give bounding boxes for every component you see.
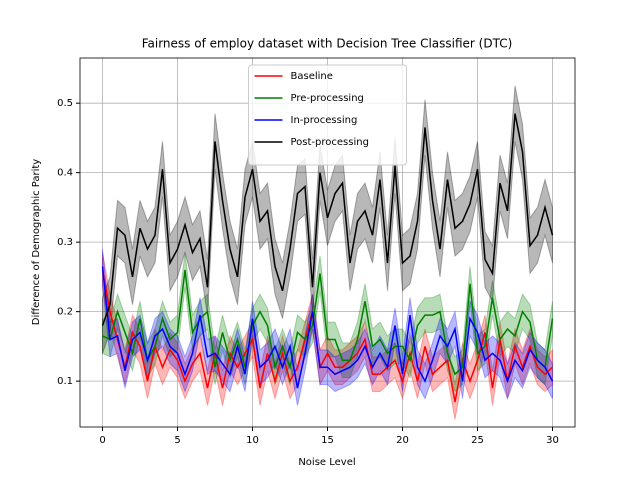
x-tick-label: 0 [99,435,105,446]
y-axis-label: Difference of Demographic Parity [31,159,42,326]
x-tick-label: 10 [246,435,259,446]
x-tick-label: 30 [546,435,559,446]
y-tick-label: 0.4 [57,168,73,179]
y-tick-label: 0.1 [57,376,73,387]
series-line [101,269,554,403]
series-line [101,113,554,326]
x-tick-label: 15 [321,435,334,446]
x-tick-label: 25 [471,435,484,446]
y-tick-label: 0.3 [57,237,73,248]
y-tick-label: 0.5 [57,98,73,109]
legend-label: Pre-processing [291,93,364,104]
chart-title: Fairness of employ dataset with Decision… [142,37,513,51]
plot-frame [79,57,576,428]
legend-box [248,64,407,166]
legend-label: Post-processing [291,137,369,148]
legend-label: In-processing [291,115,358,126]
x-axis-label: Noise Level [298,457,355,468]
series-line [101,266,554,389]
y-tick-label: 0.2 [57,307,73,318]
legend-label: Baseline [291,71,333,82]
x-tick-label: 20 [396,435,409,446]
x-tick-label: 5 [174,435,180,446]
series-line [102,269,554,376]
